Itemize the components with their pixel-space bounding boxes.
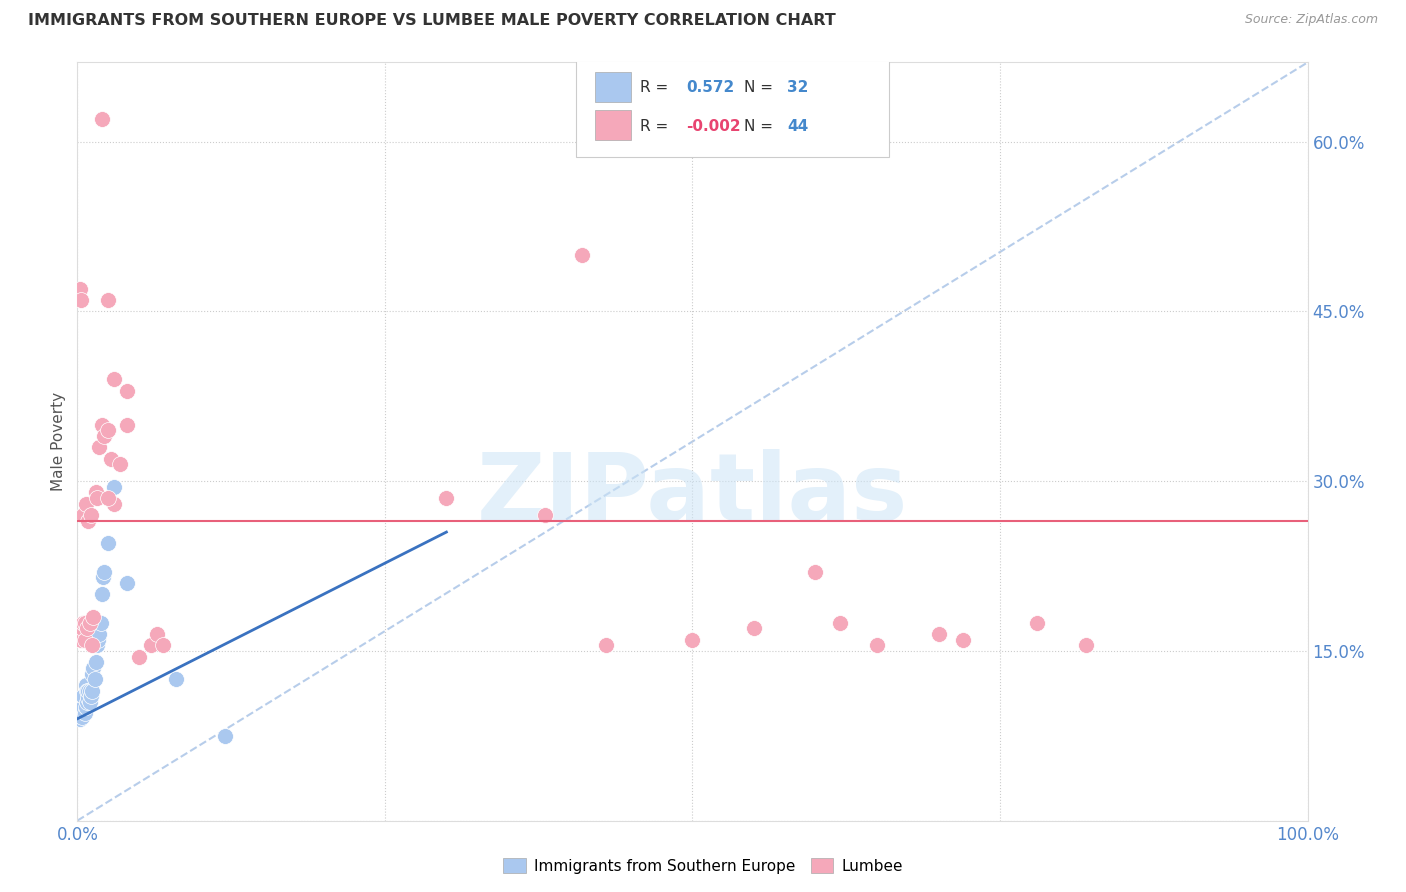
Point bbox=[83, 672, 105, 686]
Point bbox=[72, 700, 94, 714]
Point bbox=[72, 689, 94, 703]
Point bbox=[76, 621, 98, 635]
FancyBboxPatch shape bbox=[595, 111, 631, 140]
Point bbox=[97, 293, 120, 307]
Text: -0.002: -0.002 bbox=[686, 120, 741, 135]
Point bbox=[115, 576, 138, 591]
Text: Source: ZipAtlas.com: Source: ZipAtlas.com bbox=[1244, 13, 1378, 27]
Point bbox=[830, 615, 852, 630]
Text: 32: 32 bbox=[787, 80, 808, 95]
Point bbox=[100, 451, 122, 466]
Point bbox=[75, 497, 97, 511]
Point bbox=[103, 480, 125, 494]
Text: R =: R = bbox=[640, 80, 672, 95]
Point bbox=[86, 638, 108, 652]
Text: ZIPatlas: ZIPatlas bbox=[477, 449, 908, 541]
Point bbox=[595, 638, 617, 652]
Point bbox=[91, 570, 114, 584]
Point bbox=[84, 485, 107, 500]
Point bbox=[72, 508, 94, 522]
Point bbox=[97, 423, 120, 437]
Point bbox=[76, 695, 98, 709]
Point bbox=[82, 666, 104, 681]
Point bbox=[70, 293, 93, 307]
Text: 44: 44 bbox=[787, 120, 808, 135]
Point bbox=[90, 587, 114, 601]
Point bbox=[69, 627, 91, 641]
Point bbox=[80, 508, 103, 522]
Point bbox=[69, 712, 91, 726]
Point bbox=[214, 729, 236, 743]
Point bbox=[79, 683, 101, 698]
Point bbox=[86, 491, 108, 505]
Point bbox=[146, 627, 169, 641]
Text: 0.572: 0.572 bbox=[686, 80, 734, 95]
Point bbox=[103, 372, 125, 386]
Point bbox=[76, 683, 98, 698]
Point bbox=[571, 248, 593, 262]
Point bbox=[103, 497, 125, 511]
Point bbox=[90, 417, 114, 432]
Point bbox=[77, 683, 100, 698]
Point bbox=[928, 627, 950, 641]
Point bbox=[89, 627, 111, 641]
Point bbox=[80, 689, 103, 703]
Text: N =: N = bbox=[744, 80, 778, 95]
Point bbox=[70, 621, 93, 635]
Y-axis label: Male Poverty: Male Poverty bbox=[51, 392, 66, 491]
Point bbox=[84, 655, 107, 669]
Point bbox=[804, 565, 827, 579]
Point bbox=[90, 112, 114, 126]
FancyBboxPatch shape bbox=[575, 55, 890, 157]
Point bbox=[436, 491, 458, 505]
Point bbox=[1026, 615, 1049, 630]
Point bbox=[72, 615, 94, 630]
Point bbox=[82, 661, 104, 675]
Point bbox=[115, 417, 138, 432]
Point bbox=[110, 457, 132, 471]
Point bbox=[682, 632, 704, 647]
Point bbox=[82, 610, 104, 624]
Point bbox=[742, 621, 765, 635]
Point bbox=[115, 384, 138, 398]
Text: R =: R = bbox=[640, 120, 672, 135]
Point bbox=[73, 706, 96, 720]
Point bbox=[70, 632, 93, 647]
Point bbox=[77, 691, 100, 706]
Point bbox=[79, 695, 101, 709]
Point bbox=[97, 491, 120, 505]
Point bbox=[534, 508, 557, 522]
Point bbox=[89, 440, 111, 454]
Point bbox=[866, 638, 889, 652]
Point bbox=[79, 615, 101, 630]
Point bbox=[69, 282, 91, 296]
Point bbox=[128, 649, 150, 664]
Point bbox=[90, 615, 112, 630]
Point bbox=[75, 678, 97, 692]
Point bbox=[82, 683, 104, 698]
Point bbox=[73, 632, 96, 647]
Point bbox=[77, 514, 100, 528]
Point bbox=[73, 615, 96, 630]
Point bbox=[93, 429, 115, 443]
Point bbox=[97, 536, 120, 550]
Text: IMMIGRANTS FROM SOUTHERN EUROPE VS LUMBEE MALE POVERTY CORRELATION CHART: IMMIGRANTS FROM SOUTHERN EUROPE VS LUMBE… bbox=[28, 13, 837, 29]
Text: N =: N = bbox=[744, 120, 778, 135]
Point bbox=[82, 638, 104, 652]
Point bbox=[152, 638, 174, 652]
FancyBboxPatch shape bbox=[595, 72, 631, 102]
Point bbox=[141, 638, 163, 652]
Point bbox=[1076, 638, 1098, 652]
Point bbox=[75, 700, 97, 714]
Point bbox=[93, 565, 115, 579]
Point bbox=[952, 632, 974, 647]
Point bbox=[165, 672, 187, 686]
Point bbox=[70, 709, 93, 723]
Point bbox=[70, 706, 93, 720]
Legend: Immigrants from Southern Europe, Lumbee: Immigrants from Southern Europe, Lumbee bbox=[498, 852, 908, 880]
Point bbox=[87, 632, 110, 647]
